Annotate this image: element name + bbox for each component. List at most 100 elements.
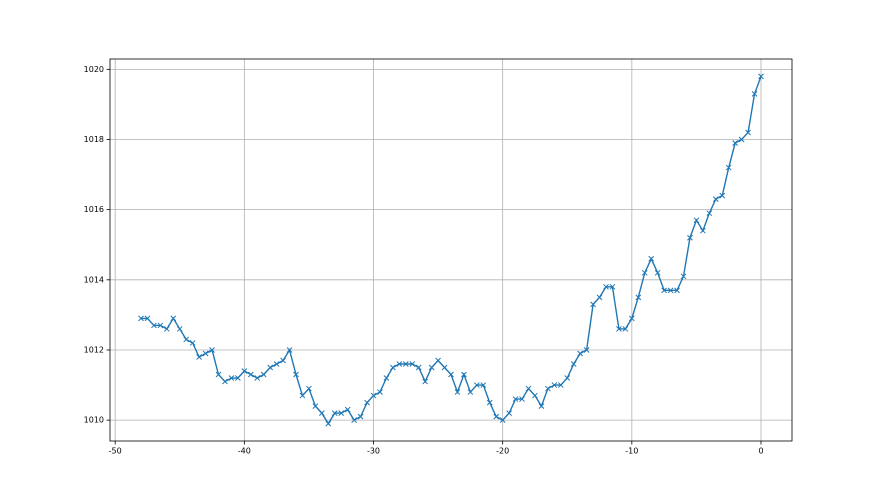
marker <box>441 364 448 371</box>
marker <box>532 392 538 399</box>
marker <box>273 361 280 367</box>
marker <box>467 389 474 395</box>
marker <box>596 294 603 301</box>
marker <box>706 210 713 217</box>
marker <box>428 364 435 371</box>
marker <box>170 315 177 322</box>
marker <box>700 227 706 234</box>
marker <box>577 350 584 357</box>
y-tick-label: 1016 <box>84 205 104 214</box>
marker <box>383 375 390 381</box>
marker <box>318 410 325 416</box>
marker <box>493 413 500 420</box>
marker <box>370 392 377 399</box>
y-tick-label: 1014 <box>84 275 104 284</box>
marker <box>235 375 241 381</box>
marker <box>506 410 512 416</box>
marker <box>228 375 235 381</box>
marker <box>557 382 564 388</box>
marker <box>667 287 674 294</box>
x-tick-label: 0 <box>758 447 763 456</box>
marker <box>738 136 745 143</box>
marker <box>648 255 655 262</box>
marker <box>196 354 202 360</box>
marker <box>306 385 312 392</box>
y-tick-label: 1020 <box>84 65 104 74</box>
marker <box>512 396 519 402</box>
marker <box>351 417 357 423</box>
marker <box>519 396 525 402</box>
marker <box>590 301 596 308</box>
marker <box>409 361 416 367</box>
marker <box>267 364 274 371</box>
marker <box>209 347 215 353</box>
marker <box>758 73 764 80</box>
marker <box>570 361 577 367</box>
marker <box>435 357 441 364</box>
marker <box>732 140 739 146</box>
marker <box>545 385 551 392</box>
y-tick-label: 1018 <box>84 135 104 144</box>
marker <box>693 217 700 224</box>
y-tick-label: 1012 <box>84 345 104 354</box>
marker <box>454 389 461 395</box>
marker <box>448 371 454 378</box>
marker <box>583 347 590 353</box>
marker <box>551 382 558 388</box>
marker <box>687 234 693 241</box>
marker <box>609 283 616 290</box>
marker <box>157 322 164 329</box>
x-tick-label: -20 <box>496 447 509 456</box>
marker <box>422 378 429 385</box>
marker <box>183 336 190 343</box>
marker <box>751 91 758 97</box>
marker <box>719 192 726 199</box>
plot <box>138 73 764 427</box>
marker <box>151 322 157 329</box>
marker <box>525 385 532 392</box>
x-tick-label: -50 <box>109 447 122 456</box>
marker <box>486 399 493 406</box>
marker <box>286 347 293 353</box>
marker <box>745 129 751 136</box>
marker <box>202 350 209 357</box>
grid <box>110 59 792 441</box>
marker <box>396 361 403 367</box>
marker <box>473 382 480 388</box>
marker <box>674 287 680 294</box>
axes-frame <box>109 58 793 442</box>
marker <box>635 294 642 301</box>
x-tick-label: -10 <box>625 447 638 456</box>
marker <box>377 389 383 395</box>
marker <box>144 315 151 322</box>
marker <box>402 361 409 367</box>
marker <box>312 403 319 409</box>
marker <box>415 364 422 371</box>
marker <box>661 287 667 294</box>
marker <box>222 378 228 385</box>
marker <box>641 269 648 276</box>
marker <box>538 403 545 409</box>
marker <box>254 375 261 381</box>
marker <box>357 413 364 420</box>
marker <box>364 399 370 406</box>
marker <box>293 371 299 378</box>
marker <box>680 273 687 280</box>
y-tick-label: 1010 <box>84 416 104 425</box>
marker <box>564 375 571 381</box>
marker <box>338 410 345 416</box>
marker <box>215 371 222 378</box>
marker <box>189 340 196 346</box>
x-tick-label: -30 <box>367 447 380 456</box>
marker <box>163 326 170 332</box>
marker <box>138 315 144 322</box>
marker <box>280 357 286 364</box>
marker <box>390 364 396 371</box>
marker <box>725 164 732 171</box>
marker <box>622 326 629 332</box>
marker <box>299 392 306 399</box>
marker <box>480 382 487 388</box>
marker <box>616 326 622 332</box>
